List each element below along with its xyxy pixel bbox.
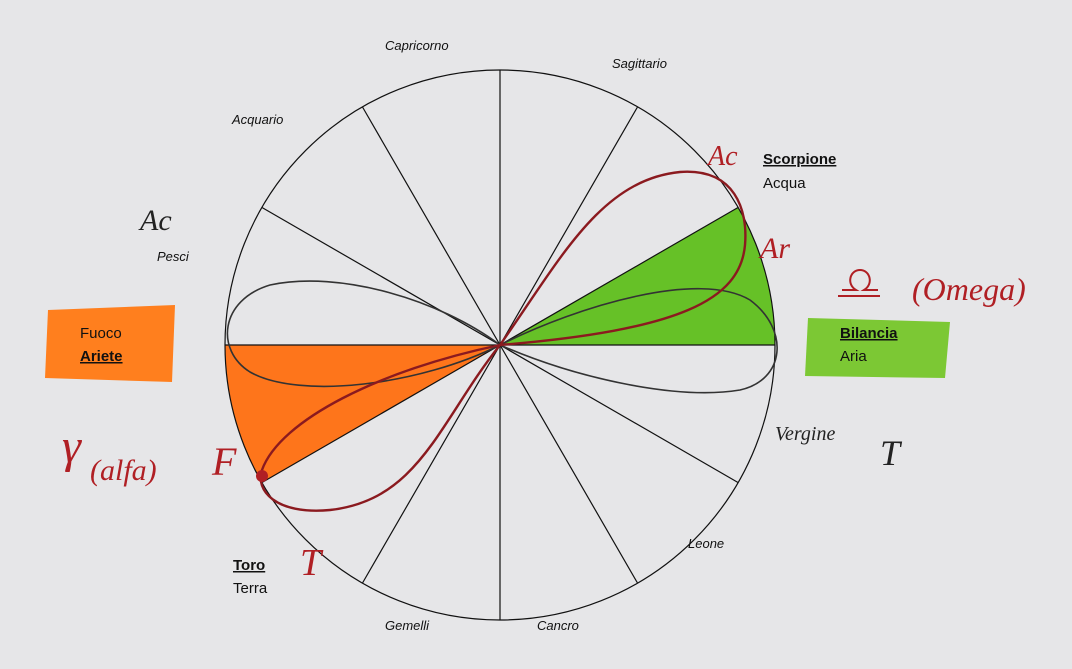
sign-label: Scorpione	[763, 151, 836, 168]
red-curve	[259, 170, 747, 512]
handwritten-note: Ac	[706, 141, 738, 172]
handwritten-note: γ	[62, 420, 82, 473]
sign-label: Leone	[688, 536, 724, 551]
handwritten-note: (alfa)	[90, 454, 157, 487]
sign-label: Gemelli	[385, 618, 430, 633]
air-wedge	[500, 207, 775, 345]
element-label: Acqua	[763, 175, 806, 192]
handwritten-note: Ar	[758, 232, 790, 265]
sign-label: Pesci	[157, 249, 190, 264]
sign-label: Capricorno	[385, 38, 449, 53]
handwritten-note: T	[880, 433, 903, 473]
libra-symbol	[838, 268, 880, 297]
sign-label: Cancro	[537, 618, 579, 633]
element-label: Terra	[233, 580, 268, 597]
handwritten-note: Ac	[138, 204, 172, 237]
sign-label: Toro	[233, 557, 265, 574]
handwritten-note: T	[300, 542, 324, 584]
fire-wedge	[225, 345, 500, 483]
sign-label: Vergine	[775, 423, 835, 445]
handwritten-note: (Omega)	[912, 271, 1026, 307]
sign-label: Bilancia	[840, 325, 898, 342]
sign-label: Ariete	[80, 348, 123, 365]
fire-highlight	[45, 305, 175, 382]
sign-label: Sagittario	[612, 56, 667, 71]
handwritten-note: F	[211, 439, 237, 484]
element-label: Fuoco	[80, 325, 122, 342]
f-dot	[256, 470, 268, 482]
air-highlight	[805, 318, 950, 378]
element-label: Aria	[840, 348, 867, 365]
sign-label: Acquario	[231, 112, 283, 127]
